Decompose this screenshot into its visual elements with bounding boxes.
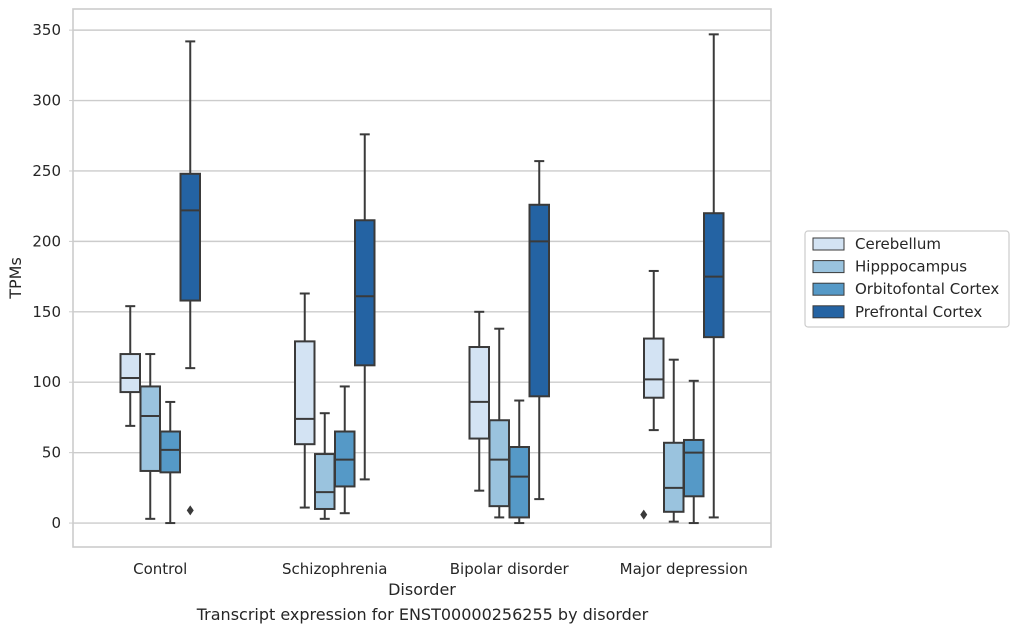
y-tick-label: 100 [32,373,61,391]
y-axis-label: TPMs [6,257,25,300]
legend-swatch [812,260,845,274]
box-hipppocampus [139,353,161,520]
x-tick-label: Control [133,560,187,578]
iqr-box [119,353,141,394]
iqr-box [488,419,510,508]
y-tick-label: 350 [32,21,61,39]
y-tick-label: 150 [32,303,61,321]
legend-label: Cerebellum [855,235,941,253]
y-tick-label: 300 [32,92,61,110]
iqr-box [683,438,705,498]
box-cerebellum [294,292,316,509]
iqr-box [139,385,161,472]
iqr-box [663,441,685,513]
legend-label: Prefrontal Cortex [855,303,982,321]
box-hipppocampus [488,327,510,519]
iqr-box [528,203,550,398]
y-tick-label: 250 [32,162,61,180]
box-orbitofontal-cortex [334,385,356,515]
box-cerebellum [119,305,141,427]
box-orbitofontal-cortex [508,399,530,525]
legend-label: Hipppocampus [855,258,967,276]
iqr-box [354,219,376,367]
legend-label: Orbitofontal Cortex [855,280,999,298]
box-cerebellum [640,269,665,520]
legend-box [804,230,1010,328]
outlier-point [186,505,194,516]
box-hipppocampus [663,358,685,523]
box-prefrontal-cortex [703,33,725,519]
y-tick-label: 200 [32,232,61,250]
iqr-box [294,340,316,446]
box-orbitofontal-cortex [683,379,705,525]
iqr-box [508,446,530,519]
x-tick-label: Schizophrenia [282,560,387,578]
plot-frame [72,8,772,548]
box-cerebellum [468,310,490,492]
iqr-box [159,430,181,474]
figure-caption: Transcript expression for ENST0000025625… [196,605,649,624]
box-orbitofontal-cortex [159,400,194,525]
box-prefrontal-cortex [354,133,376,481]
y-tick-label: 50 [42,444,61,462]
x-tick-label: Bipolar disorder [450,560,570,578]
legend-swatch [812,305,845,319]
iqr-box [179,172,201,302]
outlier-point [640,509,648,520]
box-prefrontal-cortex [179,40,201,370]
iqr-box [314,453,336,510]
x-axis-label: Disorder [388,580,456,599]
legend-swatch [812,282,845,296]
legend-swatch [812,237,845,251]
y-tick-label: 0 [51,514,61,532]
x-tick-label: Major depression [620,560,748,578]
iqr-box [703,212,725,339]
iqr-box [643,337,665,399]
box-prefrontal-cortex [528,160,550,501]
box-hipppocampus [314,412,336,520]
iqr-box [468,346,490,440]
box-plot-chart: 0 50 100 150 200 250 300 350 Control Schizophreni… [6,8,1010,599]
